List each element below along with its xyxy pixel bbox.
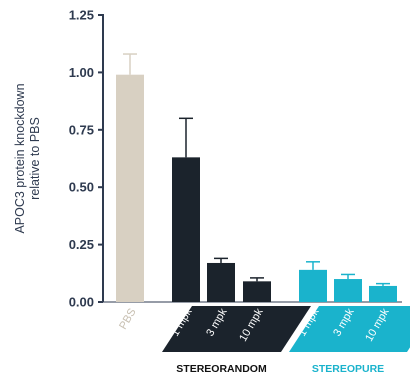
error-bars bbox=[123, 53, 390, 286]
group-bands bbox=[162, 306, 410, 352]
x-tick-label: PBS bbox=[117, 307, 138, 332]
bar bbox=[207, 262, 235, 302]
bar bbox=[243, 281, 271, 302]
bars bbox=[116, 74, 397, 302]
y-axis-label: APOC3 protein knockdownrelative to PBS bbox=[13, 83, 42, 233]
group-labels: STEREORANDOM STEREOPURE bbox=[176, 363, 384, 375]
group-band-stereopure bbox=[289, 306, 410, 352]
bar bbox=[334, 279, 362, 302]
y-tick-label: 0.00 bbox=[69, 295, 94, 310]
y-tick-label: 0.25 bbox=[69, 237, 94, 252]
group-band-stereorandom bbox=[162, 306, 311, 352]
y-tick-label: 1.25 bbox=[69, 8, 94, 23]
bar bbox=[116, 74, 144, 302]
y-tick-label: 0.50 bbox=[69, 180, 94, 195]
bar bbox=[369, 285, 397, 302]
bar bbox=[172, 157, 200, 302]
group-label: STEREOPURE bbox=[312, 363, 384, 375]
bar bbox=[299, 269, 327, 302]
group-label: STEREORANDOM bbox=[176, 363, 267, 375]
y-tick-label: 0.75 bbox=[69, 122, 94, 137]
y-tick-label: 1.00 bbox=[69, 65, 94, 80]
